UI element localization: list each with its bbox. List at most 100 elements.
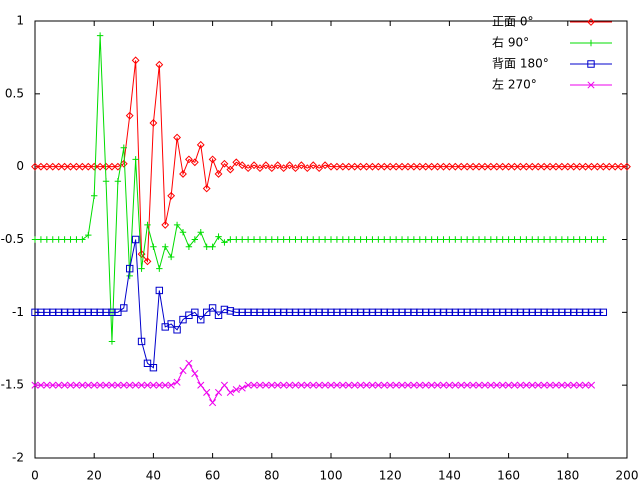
point: [173, 326, 181, 334]
point: [344, 162, 353, 171]
point: [31, 381, 39, 389]
point: [102, 178, 110, 185]
point: [215, 233, 222, 240]
point: [486, 162, 495, 171]
point: [392, 162, 401, 171]
point: [96, 381, 104, 389]
point: [410, 236, 418, 243]
point: [392, 236, 400, 243]
point: [522, 381, 530, 389]
point: [398, 236, 406, 243]
y-tick-label: 1: [16, 14, 24, 28]
point: [37, 162, 45, 171]
point: [125, 111, 134, 120]
point: [286, 236, 293, 243]
point: [173, 378, 181, 386]
point: [79, 236, 86, 243]
legend-marker: [587, 81, 595, 89]
point: [428, 236, 435, 243]
point: [214, 311, 223, 319]
legend-label: 正面 0°: [492, 15, 533, 29]
x-tick-label: 200: [616, 469, 638, 483]
point: [161, 323, 169, 331]
point: [327, 236, 335, 243]
point: [611, 162, 620, 171]
point: [433, 162, 442, 171]
point: [540, 236, 548, 243]
series-line: [35, 239, 604, 369]
y-tick-label: -0.5: [1, 232, 24, 246]
point: [214, 388, 223, 397]
point: [487, 381, 495, 389]
point: [386, 162, 395, 171]
point: [446, 236, 453, 243]
point: [374, 162, 383, 171]
x-tick-label: 20: [87, 469, 102, 483]
point: [434, 381, 442, 389]
point: [61, 381, 69, 389]
point: [167, 253, 175, 261]
point: [315, 164, 324, 173]
point: [575, 162, 584, 171]
point: [481, 162, 489, 171]
point: [310, 236, 317, 243]
point: [90, 381, 98, 389]
point: [179, 367, 187, 375]
point: [303, 381, 311, 389]
point: [73, 236, 80, 243]
point: [196, 140, 205, 149]
point: [493, 381, 501, 389]
point: [161, 221, 170, 229]
point: [469, 236, 477, 243]
point: [457, 381, 465, 389]
point: [469, 162, 477, 171]
point: [66, 381, 75, 389]
point: [268, 381, 276, 389]
point: [339, 381, 347, 389]
point: [452, 236, 459, 243]
point: [84, 381, 92, 389]
point: [469, 381, 477, 389]
point: [250, 236, 258, 243]
point: [356, 162, 365, 171]
point: [557, 162, 566, 171]
point: [409, 162, 418, 171]
point: [102, 381, 110, 389]
point: [552, 162, 560, 171]
point: [439, 162, 448, 171]
point: [78, 162, 87, 171]
point: [250, 381, 258, 389]
point: [120, 304, 128, 312]
point: [398, 162, 406, 171]
point: [362, 381, 371, 389]
point: [119, 159, 128, 168]
point: [338, 162, 347, 171]
series-line: [35, 60, 627, 263]
legend-marker: [587, 39, 595, 47]
point: [291, 164, 300, 173]
y-tick-label: -1.5: [1, 378, 24, 392]
point: [285, 161, 294, 170]
point: [185, 311, 193, 319]
point: [422, 381, 430, 389]
point: [428, 381, 436, 389]
point: [617, 162, 625, 171]
point: [605, 162, 614, 171]
point: [457, 162, 466, 171]
point: [274, 381, 282, 389]
point: [202, 308, 211, 317]
point: [286, 381, 294, 389]
point: [144, 221, 151, 229]
point: [552, 236, 560, 243]
point: [72, 381, 80, 389]
point: [149, 119, 158, 127]
point: [333, 162, 341, 171]
x-tick-label: 0: [31, 469, 39, 483]
point: [558, 236, 566, 243]
point: [114, 178, 122, 185]
x-tick-label: 180: [556, 469, 579, 483]
point: [534, 162, 543, 171]
point: [202, 184, 211, 193]
point: [582, 381, 590, 389]
